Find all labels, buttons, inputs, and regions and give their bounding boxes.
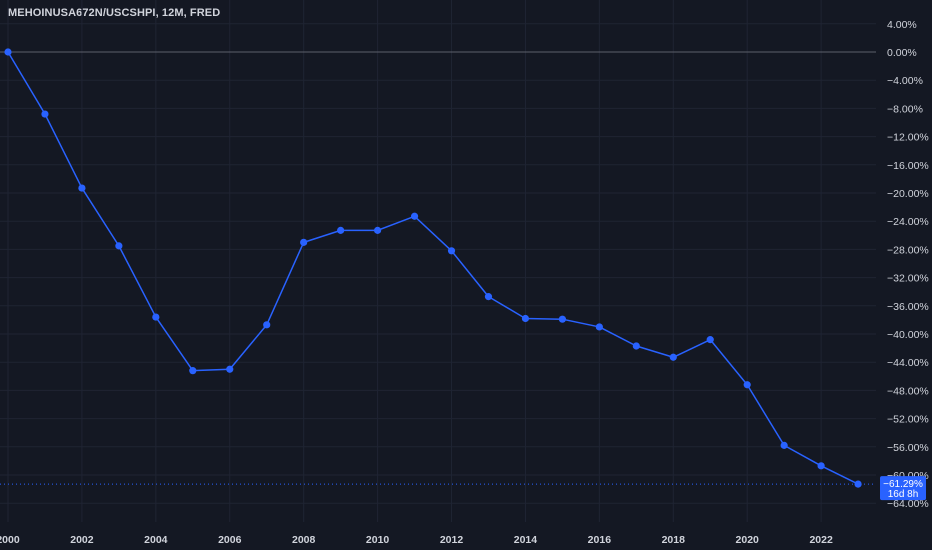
y-tick-label: −16.00%	[887, 160, 929, 172]
y-tick-label: −20.00%	[887, 188, 929, 200]
y-tick-label: −36.00%	[887, 301, 929, 313]
data-point[interactable]	[447, 247, 456, 255]
data-point[interactable]	[410, 212, 419, 220]
last-value-label: −61.29%	[883, 479, 923, 490]
x-tick-label: 2000	[0, 534, 20, 546]
y-tick-label: −12.00%	[887, 132, 929, 144]
x-tick-label: 2016	[588, 534, 612, 546]
x-tick-label: 2012	[440, 534, 464, 546]
y-tick-label: −56.00%	[887, 442, 929, 454]
x-tick-label: 2014	[514, 534, 538, 546]
y-tick-label: −4.00%	[887, 75, 923, 87]
data-point[interactable]	[300, 238, 308, 246]
data-point[interactable]	[4, 48, 12, 56]
data-point[interactable]	[189, 367, 197, 375]
x-tick-label: 2008	[292, 534, 316, 546]
data-point[interactable]	[669, 353, 677, 361]
data-point[interactable]	[337, 226, 345, 234]
x-tick-label: 2010	[366, 534, 390, 546]
data-point[interactable]	[706, 336, 714, 344]
data-point[interactable]	[780, 441, 788, 449]
data-point[interactable]	[558, 315, 567, 323]
countdown-label: 16d 8h	[888, 489, 919, 500]
data-point[interactable]	[41, 110, 49, 118]
data-point[interactable]	[152, 313, 160, 321]
data-point[interactable]	[374, 226, 382, 234]
data-point[interactable]	[521, 314, 530, 323]
y-tick-label: −24.00%	[887, 216, 929, 228]
data-point[interactable]	[484, 293, 493, 301]
data-point[interactable]	[743, 381, 751, 389]
y-tick-label: 4.00%	[887, 19, 917, 31]
y-tick-label: −44.00%	[887, 357, 929, 369]
data-point[interactable]	[263, 321, 271, 329]
series-line	[7, 51, 859, 485]
data-point[interactable]	[226, 365, 234, 373]
x-tick-label: 2002	[70, 534, 94, 546]
y-tick-label: 0.00%	[887, 47, 917, 59]
y-tick-label: −28.00%	[887, 244, 929, 256]
y-tick-label: −8.00%	[887, 103, 923, 115]
data-point[interactable]	[632, 342, 640, 350]
x-tick-label: 2006	[218, 534, 242, 546]
data-point[interactable]	[595, 323, 603, 331]
y-tick-label: −52.00%	[887, 414, 929, 426]
chart-title: MEHOINUSA672N/USCSHPI, 12M, FRED	[8, 7, 221, 19]
data-point[interactable]	[817, 462, 825, 470]
x-tick-label: 2004	[144, 534, 168, 546]
y-tick-label: −40.00%	[887, 329, 929, 341]
data-point[interactable]	[115, 242, 123, 250]
data-point[interactable]	[78, 184, 86, 192]
y-tick-label: −32.00%	[887, 273, 929, 285]
x-tick-label: 2020	[736, 534, 760, 546]
y-tick-label: −64.00%	[887, 498, 929, 510]
last-value-badge	[880, 476, 926, 501]
y-tick-label: −48.00%	[887, 385, 929, 397]
data-point[interactable]	[854, 480, 862, 488]
x-tick-label: 2022	[809, 534, 833, 546]
x-tick-label: 2018	[662, 534, 686, 546]
